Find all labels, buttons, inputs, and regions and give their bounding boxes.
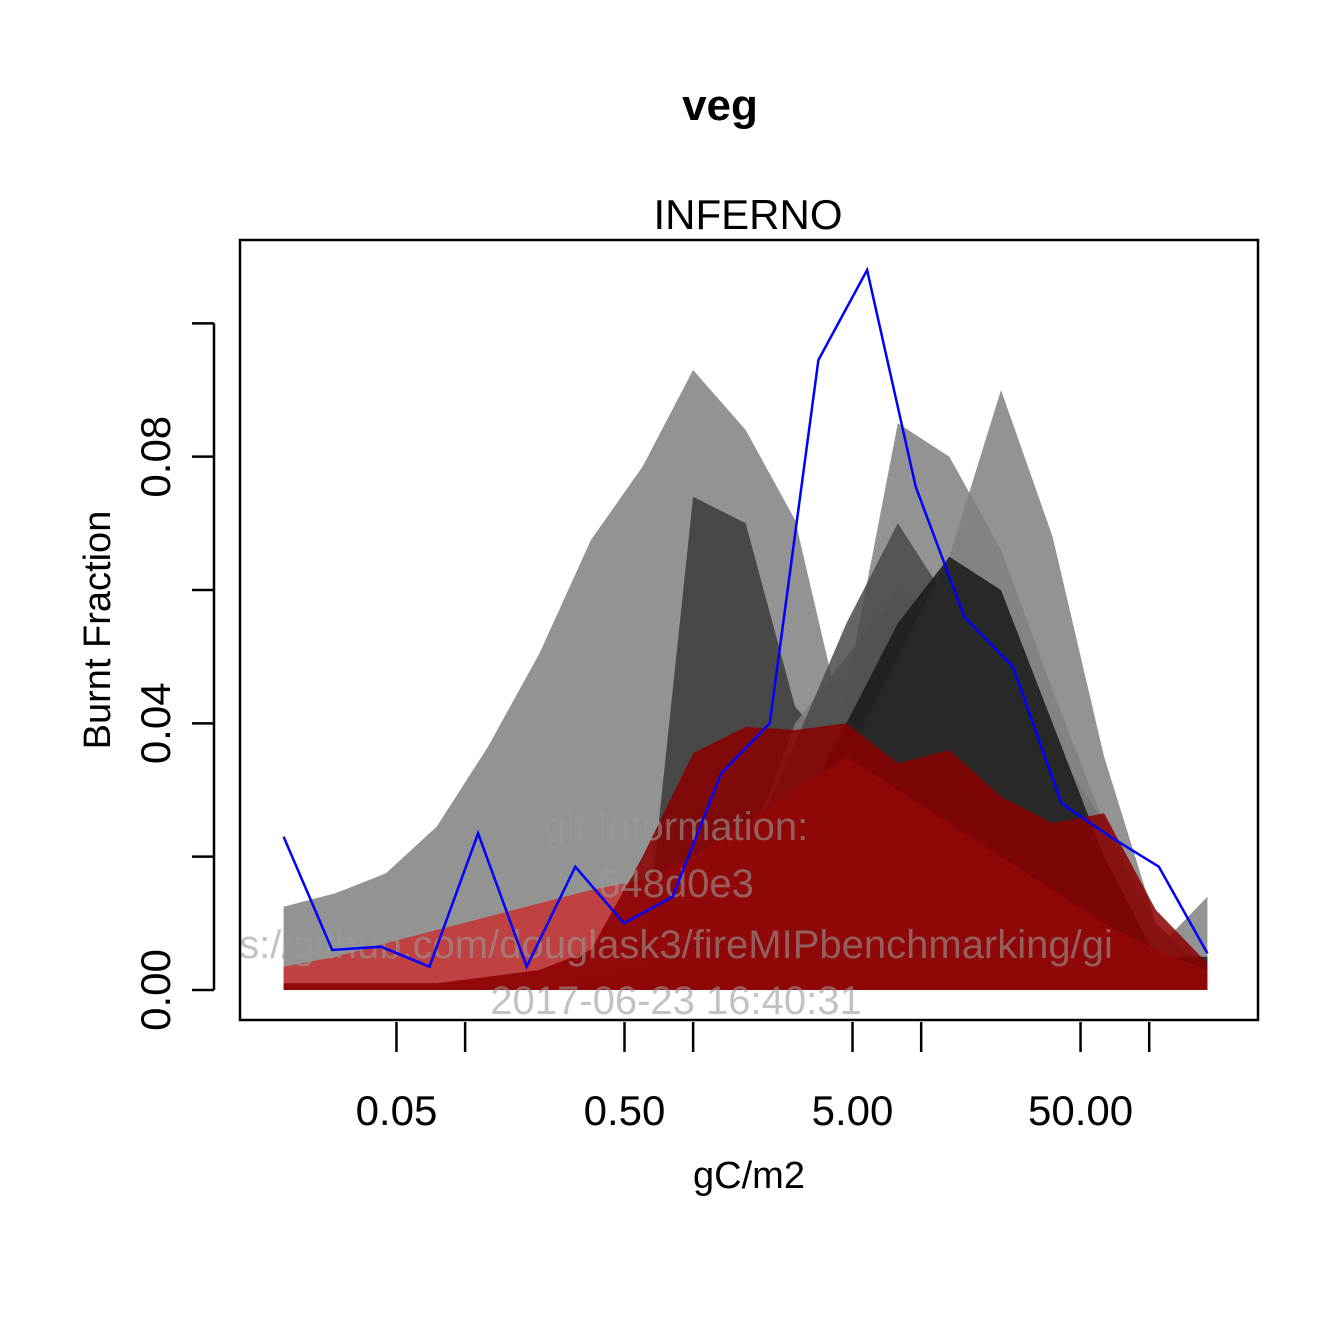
watermark-line-3: s://github.com/douglask3/fireMIPbenchmar… [239,923,1113,967]
line-series-group [282,266,1209,970]
area-series-9 [283,723,1208,990]
x-axis-label: gC/m2 [693,1155,805,1197]
x-tick-label: 0.50 [584,1087,666,1134]
watermark-line-1: git Information: [544,805,809,849]
y-tick-label: 0.04 [132,682,179,764]
watermark-line-2: 648d0e3 [598,862,754,906]
watermark: git Information: 648d0e3 s://github.com/do… [239,805,1113,1023]
y-axis-label: Burnt Fraction [77,511,119,750]
chart-subtitle: INFERNO [654,191,843,238]
x-tick-label: 5.00 [812,1087,894,1134]
y-axis: 0.00 0.04 0.08 [132,322,216,1031]
y-tick-label: 0.08 [132,416,179,498]
watermark-line-4: 2017-06-23 16:40:31 [490,979,861,1023]
line-series [282,266,1209,970]
x-axis: 0.05 0.50 5.00 50.00 [356,1022,1151,1134]
x-tick-label: 0.05 [356,1087,438,1134]
y-tick-label: 0.00 [132,949,179,1031]
plot-frame [238,238,1260,1022]
x-tick-label: 50.00 [1028,1087,1133,1134]
chart-title: veg [682,81,758,130]
